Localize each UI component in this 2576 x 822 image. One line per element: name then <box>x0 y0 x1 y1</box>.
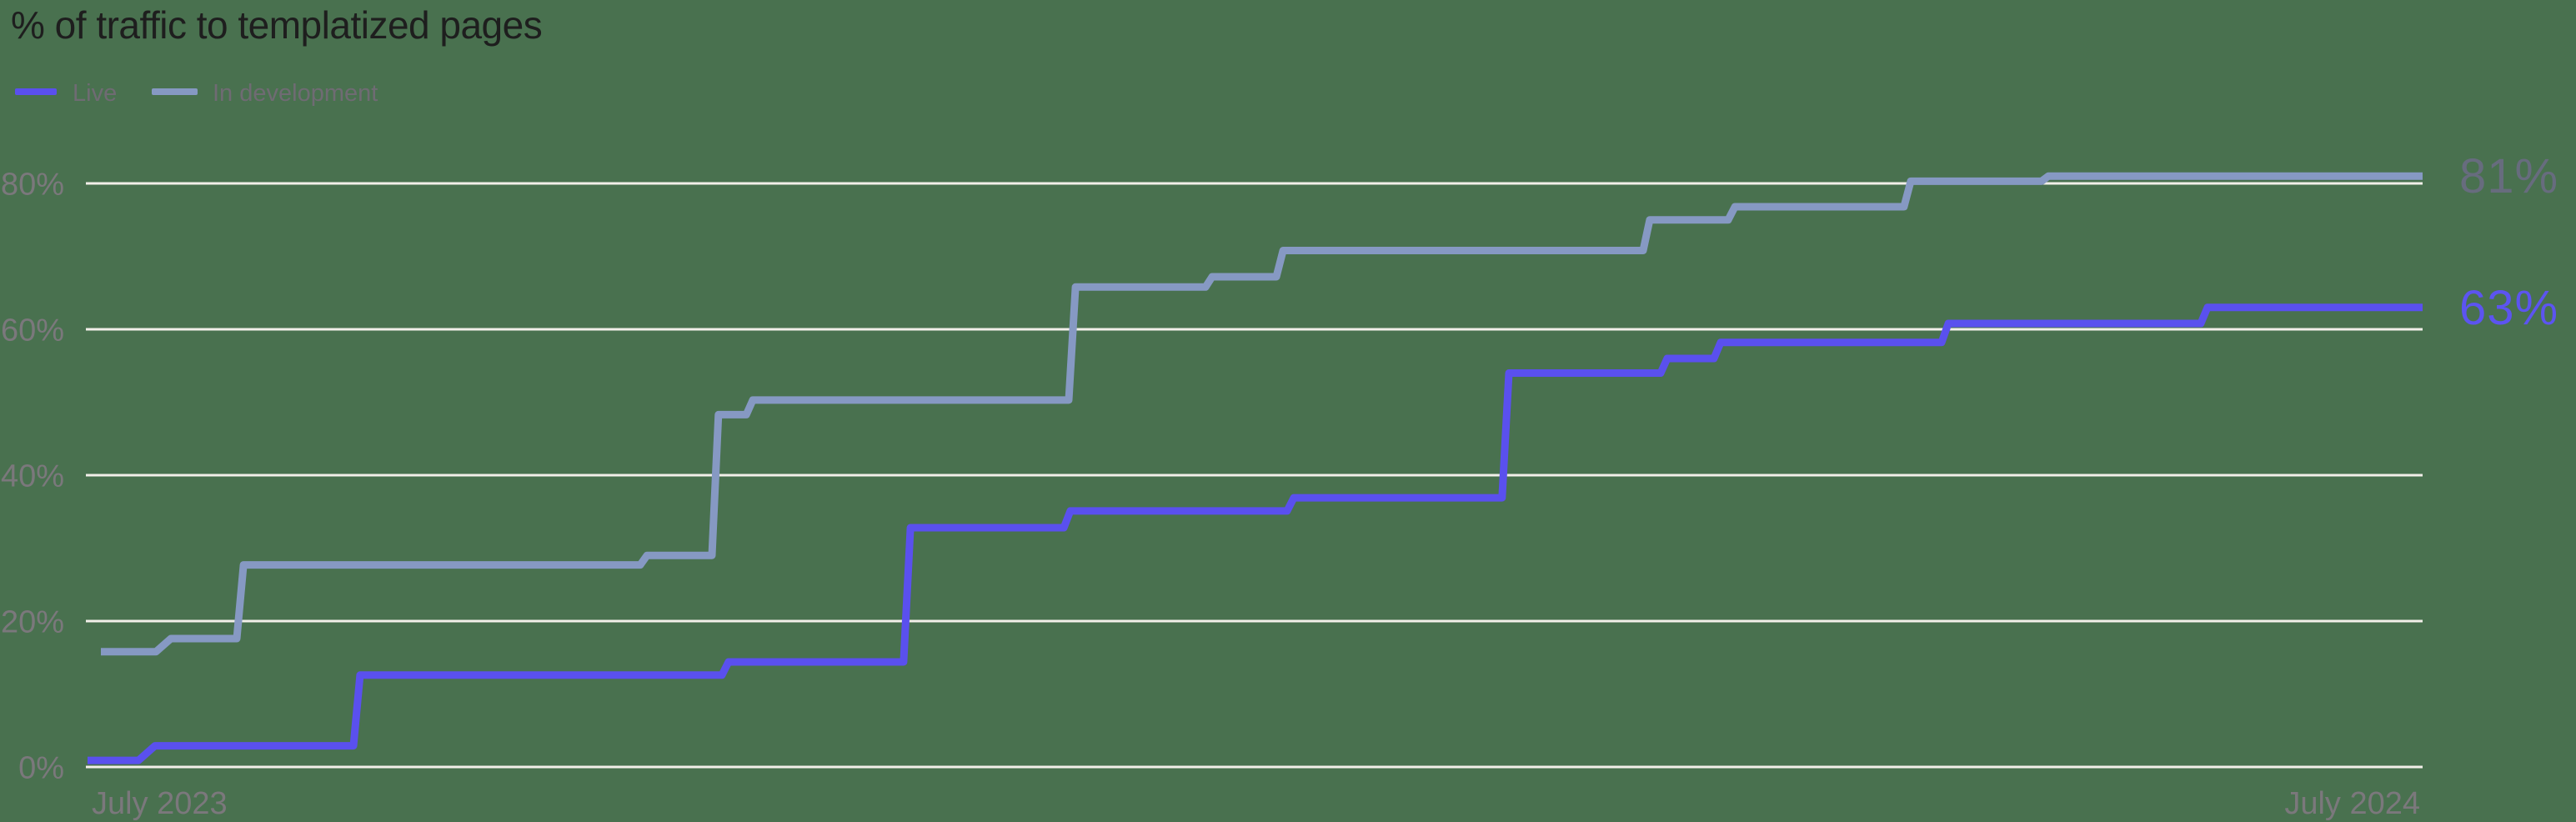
legend-item-live: Live <box>15 80 117 107</box>
legend-item-in-development: In development <box>152 80 378 107</box>
legend: Live In development <box>15 80 378 107</box>
y-tick-label: 0% <box>18 751 64 786</box>
legend-label-live: Live <box>73 80 117 107</box>
y-tick-label: 20% <box>1 605 64 640</box>
x-axis-label-end: July 2024 <box>2284 786 2420 821</box>
series-lines <box>88 172 2423 764</box>
gridlines <box>86 182 2423 769</box>
series-line-live <box>88 303 2423 764</box>
y-axis-tick-labels: 0% 20% 40% 60% 80% <box>1 168 64 786</box>
y-tick-label: 80% <box>1 168 64 203</box>
y-tick-label: 60% <box>1 313 64 348</box>
series-line-in-development <box>101 172 2423 656</box>
x-axis-label-start: July 2023 <box>92 786 228 821</box>
legend-label-in-development: In development <box>213 80 378 107</box>
y-tick-label: 40% <box>1 459 64 494</box>
end-label-in-development: 81% <box>2459 149 2558 203</box>
legend-swatch-in-development-icon <box>152 88 198 95</box>
legend-swatch-live-icon <box>15 88 57 95</box>
chart-title: % of traffic to templatized pages <box>11 3 542 47</box>
end-label-live: 63% <box>2459 281 2558 335</box>
